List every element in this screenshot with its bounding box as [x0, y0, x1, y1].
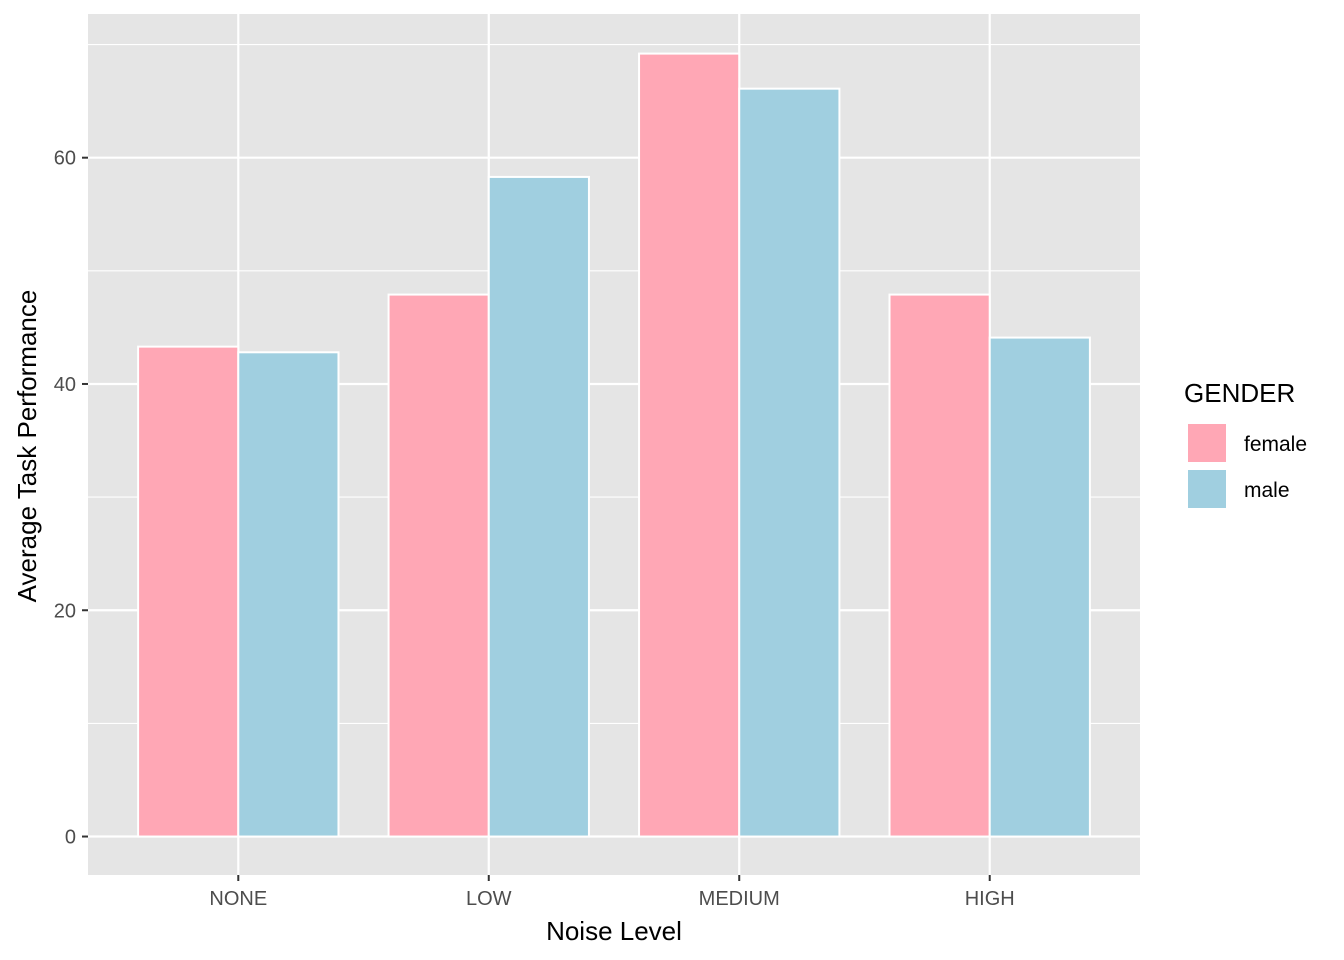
legend-swatch-male [1186, 468, 1228, 510]
legend-label-female: female [1244, 433, 1307, 456]
bar-male-none [237, 351, 340, 838]
legend-label-male: male [1244, 479, 1290, 502]
bar-female-none [137, 345, 240, 838]
y-tick-label: 60 [54, 148, 76, 170]
y-tick-label: 20 [54, 600, 76, 622]
y-tick-label: 0 [65, 827, 76, 849]
y-axis: 0 20 40 60 [54, 148, 88, 849]
legend-title: GENDER [1184, 378, 1295, 408]
x-axis: NONE LOW MEDIUM HIGH [209, 875, 1015, 910]
legend: GENDER female male [1184, 378, 1307, 510]
y-axis-title: Average Task Performance [12, 290, 42, 603]
bar-male-high [988, 336, 1091, 838]
bar-female-low [387, 293, 490, 838]
x-axis-title: Noise Level [546, 916, 682, 946]
x-tick-label: MEDIUM [699, 888, 780, 910]
x-tick-label: HIGH [965, 888, 1015, 910]
bar-female-high [888, 293, 991, 838]
bar-female-medium [638, 52, 741, 838]
x-tick-label: LOW [466, 888, 512, 910]
bar-male-low [487, 175, 590, 838]
bar-male-medium [738, 87, 841, 838]
y-tick-label: 40 [54, 374, 76, 396]
x-tick-label: NONE [209, 888, 267, 910]
legend-swatch-female [1186, 422, 1228, 464]
bars-group [137, 52, 1091, 838]
